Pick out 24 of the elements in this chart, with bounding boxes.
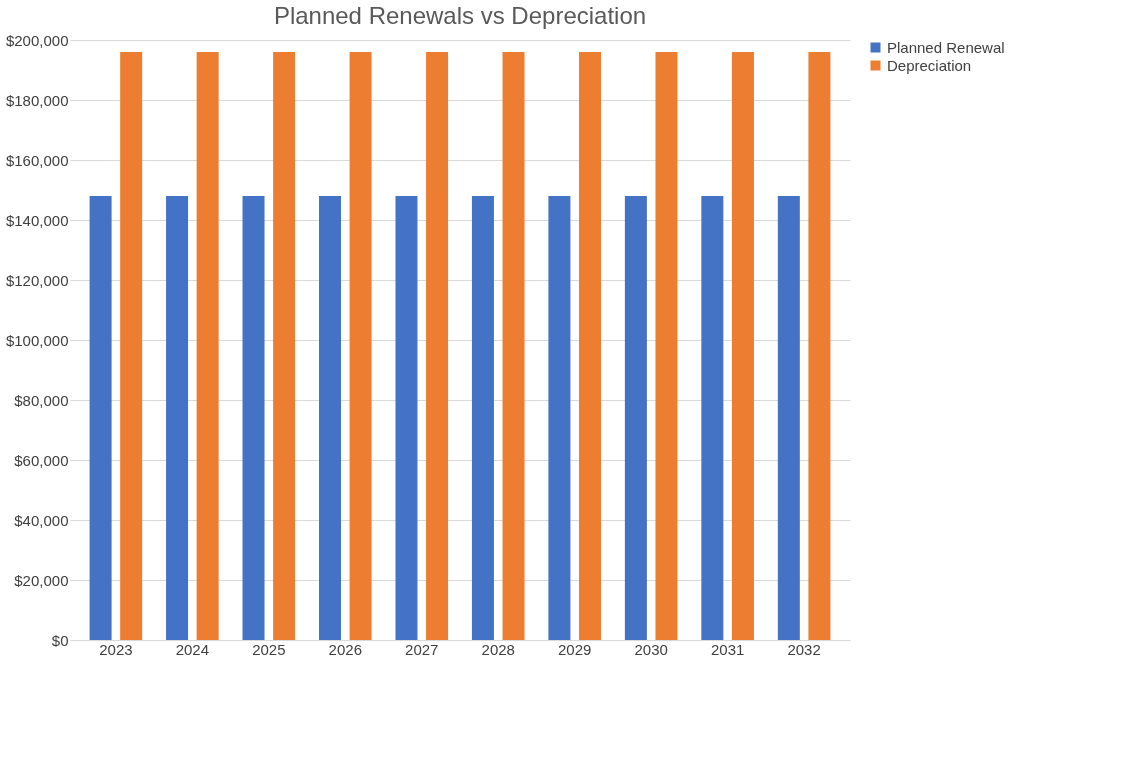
y-tick-label: $0 — [51, 631, 69, 649]
legend-label: Depreciation — [887, 56, 972, 74]
y-tick-label: $120,000 — [5, 271, 69, 289]
x-tick-label: 2030 — [634, 640, 668, 658]
x-tick-label: 2023 — [99, 640, 133, 658]
x-tick-label: 2024 — [175, 640, 210, 658]
y-tick-label: $200,000 — [5, 31, 69, 49]
y-tick-label: $80,000 — [14, 391, 69, 409]
chart-title: Planned Renewals vs Depreciation — [273, 2, 647, 29]
y-tick-label: $180,000 — [5, 91, 69, 109]
x-tick-label: 2031 — [710, 640, 745, 658]
y-tick-label: $100,000 — [5, 331, 69, 349]
x-tick-label: 2029 — [558, 640, 592, 658]
y-tick-label: $160,000 — [5, 151, 69, 169]
x-tick-label: 2027 — [405, 640, 439, 658]
y-tick-label: $40,000 — [14, 511, 69, 529]
x-tick-label: 2026 — [328, 640, 362, 658]
x-tick-label: 2028 — [481, 640, 515, 658]
legend-label: Planned Renewal — [887, 38, 1005, 56]
y-tick-label: $20,000 — [14, 571, 69, 589]
y-tick-label: $140,000 — [5, 211, 69, 229]
x-tick-label: 2025 — [252, 640, 286, 658]
y-tick-label: $60,000 — [14, 451, 69, 469]
x-tick-label: 2032 — [787, 640, 821, 658]
